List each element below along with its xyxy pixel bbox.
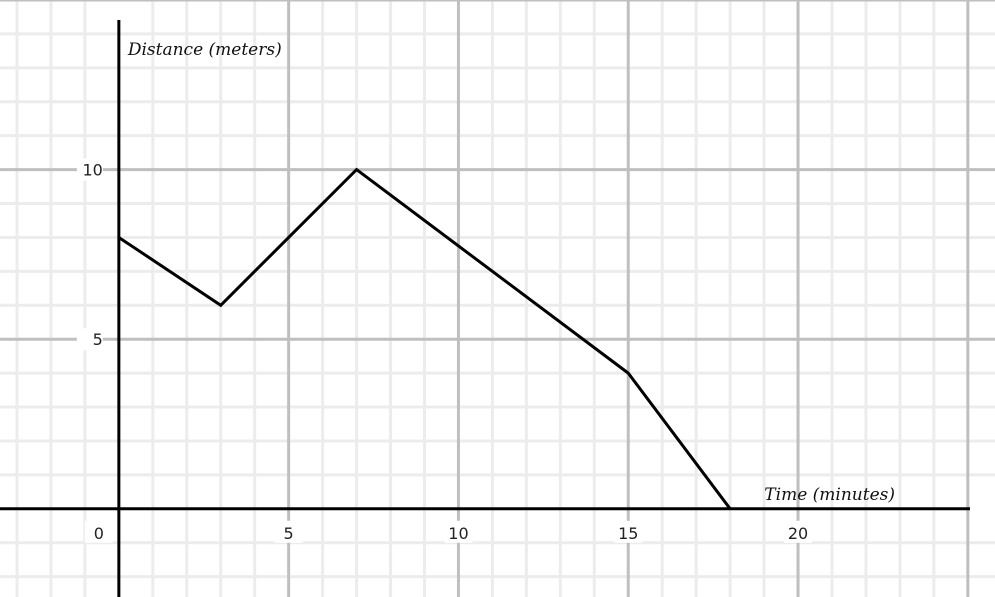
x-tick-label: 10 [448,524,468,543]
y-axis-label: Distance (meters) [127,40,282,60]
tick-label-bg [76,158,103,181]
x-tick-label: 20 [788,524,808,543]
tick-label-bg [444,520,473,543]
tick-labels: 0 5 10 15 20 5 10 [76,158,813,543]
x-tick-label: 15 [618,524,638,543]
series [118,167,732,510]
y-tick-label: 10 [82,161,102,180]
tick-label-bg [84,520,113,543]
x-tick-label: 5 [284,524,294,543]
tick-label-bg [76,328,103,351]
x-tick-label: 0 [94,524,104,543]
x-axis-label: Time (minutes) [764,485,895,505]
tick-label-bg [274,520,303,543]
axes [0,20,970,597]
y-tick-label: 5 [93,330,103,349]
tick-label-bg [614,520,643,543]
tick-label-bg [784,520,813,543]
